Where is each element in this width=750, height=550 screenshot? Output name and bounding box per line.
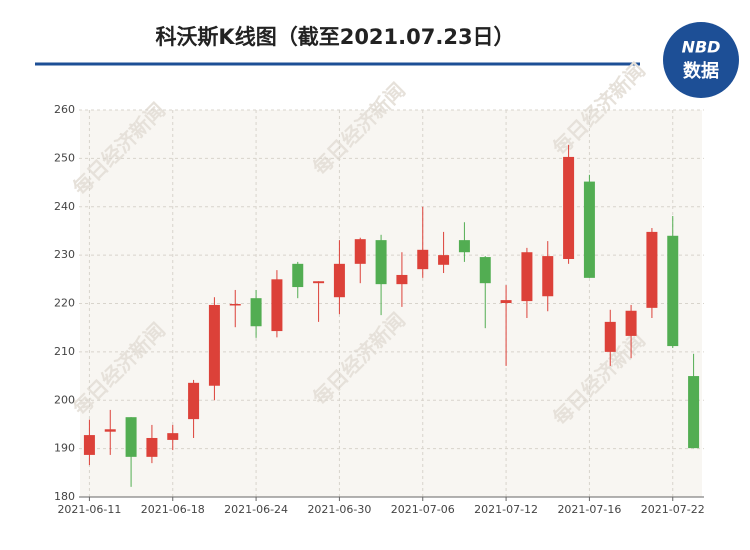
x-tick-label: 2021-07-16 bbox=[557, 503, 621, 516]
candle-body bbox=[458, 240, 470, 253]
candle-body bbox=[271, 279, 283, 332]
candle-body bbox=[333, 263, 345, 298]
logo bbox=[663, 22, 739, 98]
candle-body bbox=[583, 181, 595, 278]
candle-body bbox=[500, 300, 512, 304]
y-tick-label: 200 bbox=[54, 393, 75, 406]
candle-body bbox=[375, 240, 387, 285]
candle-body bbox=[313, 281, 325, 284]
candle-body bbox=[104, 429, 116, 432]
y-tick-label: 250 bbox=[54, 151, 75, 164]
y-tick-label: 210 bbox=[54, 345, 75, 358]
candle-body bbox=[688, 376, 700, 449]
x-tick-label: 2021-06-30 bbox=[307, 503, 371, 516]
candle-body bbox=[188, 382, 200, 420]
candle-body bbox=[479, 257, 491, 284]
candle-body bbox=[250, 298, 262, 327]
candle-body bbox=[542, 256, 554, 297]
x-tick-label: 2021-07-06 bbox=[391, 503, 455, 516]
candle-body bbox=[167, 433, 179, 440]
candle-body bbox=[604, 321, 616, 352]
y-tick-label: 180 bbox=[54, 490, 75, 503]
candle-body bbox=[625, 310, 637, 336]
candle-body bbox=[667, 235, 679, 347]
logo-label: 数据 bbox=[683, 60, 719, 82]
candle-body bbox=[438, 255, 450, 265]
candle-body bbox=[521, 252, 533, 302]
x-tick-label: 2021-07-22 bbox=[641, 503, 705, 516]
candle-body bbox=[125, 417, 137, 457]
y-tick-label: 240 bbox=[54, 200, 75, 213]
x-tick-label: 2021-06-24 bbox=[224, 503, 288, 516]
chart-title: 科沃斯K线图（截至2021.07.23日） bbox=[155, 25, 514, 49]
y-tick-label: 260 bbox=[54, 103, 75, 116]
candle-body bbox=[146, 437, 158, 457]
candle-body bbox=[396, 274, 408, 285]
x-tick-label: 2021-07-12 bbox=[474, 503, 538, 516]
x-tick-label: 2021-06-18 bbox=[141, 503, 205, 516]
candle-body bbox=[563, 156, 575, 259]
candle-body bbox=[646, 231, 658, 308]
y-tick-label: 220 bbox=[54, 297, 75, 310]
candle-body bbox=[354, 239, 366, 264]
candle-body bbox=[83, 435, 95, 455]
candle-body bbox=[208, 304, 220, 386]
candle-body bbox=[229, 303, 241, 306]
y-tick-label: 190 bbox=[54, 442, 75, 455]
logo-brand: NBD bbox=[682, 38, 721, 57]
candle-body bbox=[292, 263, 304, 288]
y-tick-label: 230 bbox=[54, 248, 75, 261]
x-tick-label: 2021-06-11 bbox=[57, 503, 121, 516]
candle-body bbox=[417, 249, 429, 270]
